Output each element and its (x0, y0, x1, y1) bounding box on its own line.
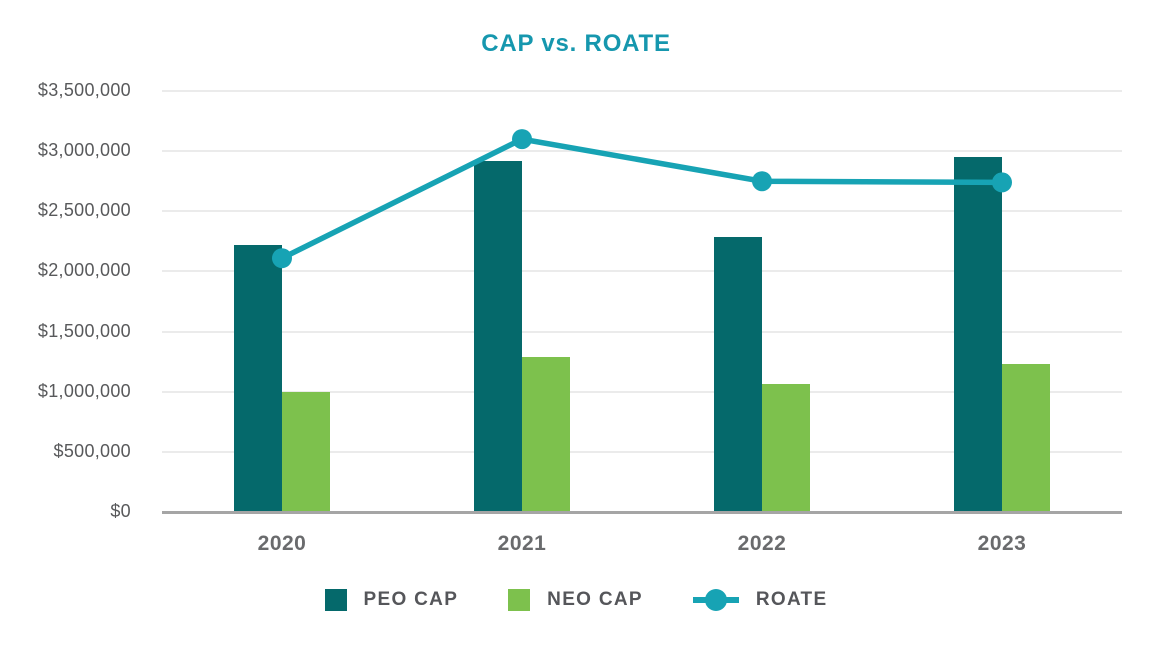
bar-peo-cap-2023 (954, 157, 1002, 512)
roate-marker-2021 (512, 129, 532, 150)
roate-line (280, 136, 1003, 261)
chart-title: CAP vs. ROATE (481, 30, 671, 57)
roate-marker-2023 (992, 172, 1012, 193)
x-axis-label-2021: 2021 (497, 532, 547, 555)
legend-label-neo-cap: NEO CAP (547, 589, 643, 610)
gridline (162, 390, 1122, 393)
y-axis-tick-label: $3,000,000 (37, 140, 131, 161)
y-axis-tick-label: $1,500,000 (37, 320, 131, 341)
bar-peo-cap-2021 (474, 160, 522, 512)
y-axis-tick-label: $2,500,000 (37, 200, 131, 221)
gridline (162, 90, 1122, 92)
gridline (162, 150, 1122, 153)
legend-item-peo-cap: PEO CAP (324, 589, 459, 611)
y-axis-tick-label: $3,500,000 (37, 80, 131, 100)
y-axis-tick-label: $0 (110, 501, 131, 521)
bar-neo-cap-2023 (1002, 364, 1050, 512)
y-axis-tick-label: $500,000 (53, 440, 131, 461)
bar-peo-cap-2022 (714, 236, 762, 512)
legend-item-roate: ROATE (692, 589, 828, 611)
gridline (162, 330, 1122, 333)
gridline (162, 210, 1122, 213)
legend-label-peo-cap: PEO CAP (363, 589, 459, 610)
x-axis-label-2022: 2022 (737, 532, 787, 555)
gridline (162, 450, 1122, 453)
x-axis-baseline (162, 511, 1122, 514)
legend-item-neo-cap: NEO CAP (508, 589, 643, 611)
neo-cap-swatch-icon (508, 589, 531, 611)
bar-neo-cap-2020 (282, 391, 330, 512)
bar-neo-cap-2021 (522, 356, 570, 512)
x-axis-label-2023: 2023 (977, 532, 1027, 555)
roate-line-marker-icon (692, 589, 739, 611)
roate-marker-2022 (752, 171, 772, 192)
chart-legend: PEO CAP NEO CAP ROATE (0, 589, 1152, 611)
y-axis-tick-label: $1,000,000 (37, 380, 131, 401)
gridline (162, 270, 1122, 273)
roate-line-series (272, 129, 1012, 269)
bar-peo-cap-2020 (234, 244, 282, 512)
x-axis-label-2020: 2020 (257, 532, 307, 555)
peo-cap-swatch-icon (324, 589, 347, 611)
y-axis-tick-label: $2,000,000 (37, 260, 131, 281)
legend-label-roate: ROATE (755, 589, 828, 610)
bar-neo-cap-2022 (762, 384, 810, 512)
roate-marker-2020 (272, 248, 292, 269)
